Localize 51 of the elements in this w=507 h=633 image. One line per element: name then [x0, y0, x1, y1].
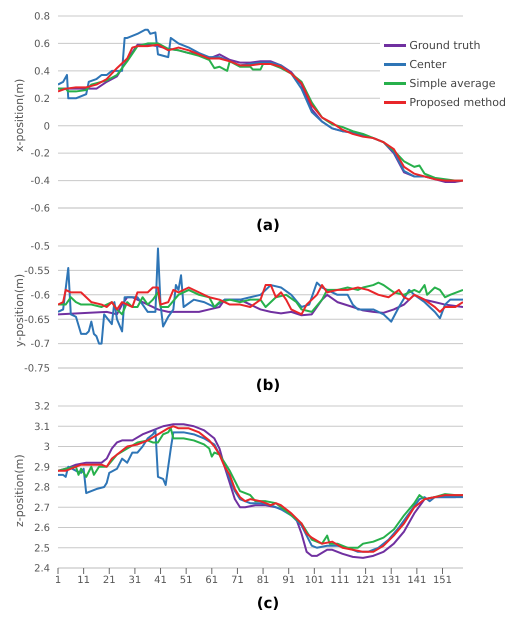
- legend-label: Center: [409, 57, 446, 73]
- y-tick-label: 2.4: [34, 564, 50, 575]
- x-tick-label: 41: [154, 575, 167, 586]
- y-tick-label: 3.1: [34, 422, 50, 433]
- y-tick-label: -0.5: [30, 242, 50, 253]
- y-tick-label: 2.9: [34, 462, 50, 474]
- line-series: [58, 247, 463, 345]
- x-tick-label: 131: [382, 575, 401, 586]
- legend-label: Simple average: [409, 76, 496, 92]
- y-tick-label: -0.7: [30, 339, 50, 350]
- y-tick-label: 3.2: [34, 402, 50, 413]
- y-tick-label: 2.8: [34, 482, 50, 494]
- y-tick-label: 0.4: [34, 66, 50, 78]
- legend-label: Proposed method: [409, 95, 506, 111]
- y-tick-label: -0.6: [30, 290, 50, 302]
- y-tick-label: 0: [44, 121, 50, 132]
- line-series: [58, 294, 463, 316]
- y-tick-label: -0.55: [24, 266, 50, 277]
- x-tick-label: 81: [256, 575, 270, 586]
- x-tick-label: 51: [180, 575, 193, 586]
- x-tick-label: 1: [54, 575, 62, 586]
- x-tick-label: 11: [77, 575, 90, 586]
- y-tick-label: 2.7: [34, 502, 50, 514]
- y-tick-label: 0.6: [34, 38, 50, 50]
- x-tick-label: 141: [407, 575, 426, 586]
- text: (a): [255, 216, 281, 234]
- y-axis-title: x-position(m): [12, 78, 26, 152]
- legend-label: Ground truth: [409, 38, 480, 54]
- x-tick-label: 101: [304, 575, 324, 586]
- x-tick-label: 31: [128, 575, 142, 586]
- text: (b): [254, 376, 282, 394]
- text: (c): [256, 594, 280, 612]
- y-tick-label: -0.75: [24, 364, 50, 375]
- y-tick-label: -0.65: [24, 314, 50, 326]
- y-tick-label: 3: [44, 442, 50, 454]
- x-tick-label: 91: [282, 575, 296, 586]
- x-tick-label: 21: [102, 575, 116, 586]
- x-tick-label: 61: [205, 575, 218, 586]
- x-tick-label: 121: [356, 575, 376, 586]
- y-tick-label: -0.4: [30, 176, 50, 188]
- y-axis-title: y-position(m): [12, 274, 26, 347]
- y-tick-label: -0.2: [30, 148, 50, 160]
- y-axis-title: z-position(m): [12, 454, 26, 527]
- x-tick-label: 111: [330, 575, 350, 586]
- y-tick-label: 0.2: [34, 94, 50, 105]
- x-tick-label: 71: [231, 575, 244, 586]
- y-tick-label: 2.5: [34, 543, 50, 554]
- y-tick-label: 2.6: [34, 523, 50, 534]
- x-tick-label: 151: [432, 575, 452, 586]
- y-tick-label: 0.8: [34, 12, 50, 23]
- y-tick-label: -0.6: [30, 204, 50, 215]
